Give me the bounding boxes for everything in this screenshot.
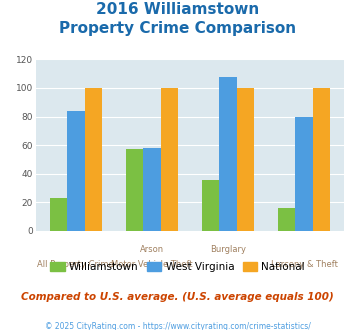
Text: Motor Vehicle Theft: Motor Vehicle Theft [111,260,193,269]
Text: © 2025 CityRating.com - https://www.cityrating.com/crime-statistics/: © 2025 CityRating.com - https://www.city… [45,322,310,330]
Text: All Property Crime: All Property Crime [37,260,114,269]
Text: Compared to U.S. average. (U.S. average equals 100): Compared to U.S. average. (U.S. average … [21,292,334,302]
Text: Property Crime Comparison: Property Crime Comparison [59,21,296,36]
Bar [50,198,67,231]
Legend: Williamstown, West Virginia, National: Williamstown, West Virginia, National [46,258,309,276]
Bar [126,149,143,231]
Text: 2016 Williamstown: 2016 Williamstown [96,2,259,16]
Bar [67,111,84,231]
Text: Larceny & Theft: Larceny & Theft [271,260,338,269]
Bar [219,77,237,231]
Bar [278,208,295,231]
Bar [237,88,254,231]
Bar [202,180,219,231]
Bar [160,88,178,231]
Bar [84,88,102,231]
Text: Burglary: Burglary [210,245,246,254]
Text: Arson: Arson [140,245,164,254]
Bar [143,148,160,231]
Bar [295,116,313,231]
Bar [313,88,330,231]
